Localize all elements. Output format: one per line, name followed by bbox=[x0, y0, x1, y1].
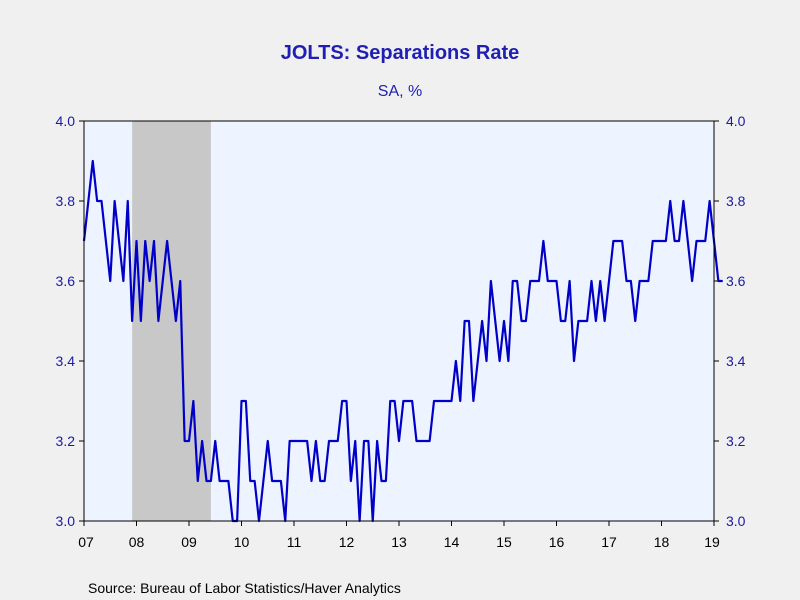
x-tick-label: 19 bbox=[704, 534, 720, 550]
y-tick-label-left: 3.8 bbox=[56, 193, 76, 209]
y-tick-label-right: 3.0 bbox=[726, 513, 746, 529]
left-axis-ticks: 3.0 3.2 3.4 3.6 3.8 4.0 bbox=[56, 113, 84, 529]
x-tick-label: 13 bbox=[391, 534, 407, 550]
y-tick-label-right: 3.6 bbox=[726, 273, 746, 289]
x-tick-label: 10 bbox=[234, 534, 250, 550]
recession-shading bbox=[132, 121, 211, 521]
x-tick-label: 14 bbox=[444, 534, 460, 550]
y-tick-label-left: 3.0 bbox=[56, 513, 76, 529]
right-axis-ticks: 3.0 3.2 3.4 3.6 3.8 4.0 bbox=[714, 113, 746, 529]
y-tick-label-right: 3.4 bbox=[726, 353, 746, 369]
x-tick-label: 08 bbox=[129, 534, 145, 550]
series-line bbox=[82, 159, 723, 523]
x-tick-label: 11 bbox=[287, 534, 302, 550]
x-tick-label: 18 bbox=[654, 534, 670, 550]
y-tick-label-left: 3.4 bbox=[56, 353, 76, 369]
x-tick-label: 09 bbox=[181, 534, 197, 550]
x-tick-label: 16 bbox=[549, 534, 565, 550]
y-tick-label-right: 3.2 bbox=[726, 433, 746, 449]
source-note: Source: Bureau of Labor Statistics/Haver… bbox=[88, 580, 401, 596]
chart-title: JOLTS: Separations Rate bbox=[281, 42, 520, 64]
plot-frame bbox=[83, 120, 715, 522]
x-tick-label: 17 bbox=[601, 534, 617, 550]
x-tick-label: 07 bbox=[78, 534, 94, 550]
x-tick-label: 12 bbox=[339, 534, 355, 550]
y-tick-label-left: 3.2 bbox=[56, 433, 76, 449]
chart-subtitle: SA, % bbox=[378, 83, 422, 100]
x-tick-label: 15 bbox=[496, 534, 512, 550]
y-tick-label-right: 4.0 bbox=[726, 113, 746, 129]
y-tick-label-left: 3.6 bbox=[56, 273, 76, 289]
y-tick-label-left: 4.0 bbox=[56, 113, 76, 129]
x-axis-ticks: 07 08 09 10 11 12 13 14 15 16 17 18 19 bbox=[78, 521, 720, 550]
y-tick-label-right: 3.8 bbox=[726, 193, 746, 209]
